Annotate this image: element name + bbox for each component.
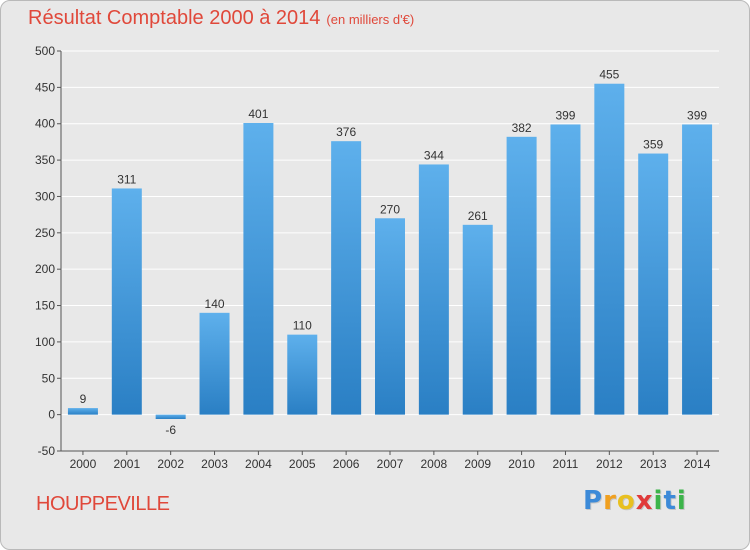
y-tick-label: -50	[38, 444, 56, 458]
y-tick-label: 0	[48, 408, 55, 422]
x-tick-label: 2001	[113, 457, 140, 471]
x-tick-label: 2014	[684, 457, 711, 471]
y-tick-label: 50	[42, 371, 56, 385]
chart-subtitle: (en milliers d'€)	[326, 12, 415, 27]
x-tick-label: 2009	[464, 457, 491, 471]
city-name: HOUPPEVILLE	[36, 493, 170, 515]
bar	[375, 218, 405, 415]
bar	[682, 124, 713, 415]
data-label: 399	[555, 108, 575, 122]
data-label: 344	[424, 148, 444, 162]
x-tick-label: 2011	[553, 457, 579, 471]
y-tick-label: 150	[35, 299, 55, 313]
bar	[331, 141, 362, 415]
data-label: 261	[468, 209, 488, 223]
bar	[506, 136, 537, 415]
data-label: 401	[248, 107, 268, 121]
x-tick-label: 2012	[596, 457, 623, 471]
data-label: 455	[599, 68, 619, 82]
axes: -50 0 50 100 150 200 250 300 350 400 450 500 2000 200…	[35, 44, 719, 471]
data-label: 140	[205, 297, 225, 311]
data-label: 110	[293, 319, 312, 333]
bar	[594, 83, 625, 415]
data-label: 270	[380, 202, 400, 216]
y-tick-label: 250	[35, 226, 55, 240]
data-labels: 9 311 -6 140 401 110 376 270 344 261 382 399 455 359 3…	[80, 68, 708, 437]
y-tick-label: 100	[35, 335, 55, 349]
y-tick-label: 400	[35, 117, 55, 131]
x-tick-label: 2007	[377, 457, 404, 471]
bar	[418, 164, 449, 415]
proxiti-logo[interactable]: Proxiti	[583, 486, 687, 516]
y-tick-label: 200	[35, 262, 55, 276]
x-tick-label: 2003	[201, 457, 228, 471]
y-tick-label: 350	[35, 153, 55, 167]
data-label: 399	[687, 108, 707, 122]
bar	[287, 334, 318, 415]
bar	[67, 408, 98, 415]
x-tick-label: 2005	[289, 457, 316, 471]
x-tick-label: 2010	[508, 457, 535, 471]
data-label: -6	[165, 423, 176, 437]
y-tick-label: 500	[35, 44, 55, 58]
x-tick-label: 2004	[245, 457, 272, 471]
data-label: 359	[643, 138, 663, 152]
y-tick-label: 450	[35, 80, 55, 94]
data-label: 376	[336, 125, 356, 139]
data-label: 9	[80, 392, 87, 406]
x-tick-label: 2008	[421, 457, 448, 471]
bar	[111, 188, 142, 415]
chart-title-block: Résultat Comptable 2000 à 2014 (en millie…	[28, 7, 414, 30]
bar	[155, 414, 186, 419]
x-tick-label: 2013	[640, 457, 667, 471]
y-tick-label: 300	[35, 189, 55, 203]
bar	[243, 123, 274, 415]
x-tick-label: 2006	[333, 457, 360, 471]
bar	[199, 312, 230, 415]
x-tick-label: 2002	[157, 457, 184, 471]
data-label: 311	[117, 172, 136, 186]
bar	[550, 124, 581, 415]
x-tick-label: 2000	[70, 457, 97, 471]
bar	[462, 224, 493, 415]
bar	[638, 153, 669, 415]
bars	[67, 83, 713, 419]
data-label: 382	[512, 121, 532, 135]
chart-title: Résultat Comptable 2000 à 2014	[28, 7, 321, 29]
